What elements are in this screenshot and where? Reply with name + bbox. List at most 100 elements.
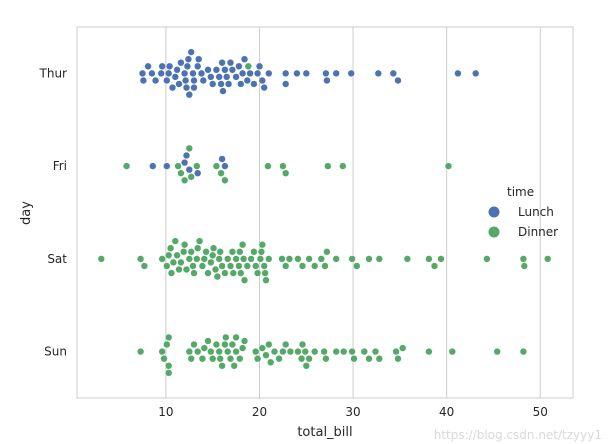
data-point-dinner-sat bbox=[200, 255, 208, 263]
data-point-dinner-fri bbox=[217, 169, 225, 177]
data-point-dinner-fri bbox=[324, 162, 332, 170]
data-point-lunch-fri bbox=[149, 162, 157, 170]
data-point-lunch-thur bbox=[394, 76, 402, 85]
data-point-dinner-sat bbox=[185, 255, 193, 263]
data-point-lunch-thur bbox=[223, 73, 231, 81]
data-point-lunch-thur bbox=[138, 69, 147, 78]
data-point-lunch-thur bbox=[163, 76, 171, 85]
legend-label-dinner: Dinner bbox=[518, 225, 558, 239]
data-point-lunch-thur bbox=[184, 55, 193, 63]
y-axis-label: day bbox=[19, 201, 34, 225]
data-point-dinner-fri bbox=[185, 144, 193, 153]
data-point-lunch-thur bbox=[243, 76, 251, 85]
data-point-lunch-thur bbox=[226, 59, 235, 67]
data-point-dinner-sat bbox=[256, 255, 265, 263]
data-point-dinner-sat bbox=[353, 262, 361, 270]
data-point-lunch-thur bbox=[215, 73, 223, 81]
data-point-lunch-thur bbox=[182, 83, 191, 92]
data-point-lunch-thur bbox=[165, 69, 173, 78]
data-point-lunch-thur bbox=[139, 76, 148, 85]
x-axis-ticks: 10 20 30 40 50 bbox=[158, 405, 548, 419]
y-tick-label-sun: Sun bbox=[44, 345, 67, 359]
data-point-lunch-fri bbox=[185, 166, 193, 174]
data-point-dinner-sat bbox=[211, 265, 220, 274]
data-point-lunch-thur bbox=[240, 55, 249, 63]
data-point-lunch-thur bbox=[228, 66, 237, 74]
data-point-lunch-thur bbox=[221, 66, 229, 74]
data-point-lunch-thur bbox=[282, 69, 290, 78]
data-point-dinner-fri bbox=[444, 162, 453, 170]
data-point-dinner-sat bbox=[169, 258, 178, 267]
data-point-lunch-thur bbox=[209, 80, 217, 88]
data-point-dinner-sun bbox=[194, 348, 202, 356]
data-point-dinner-sat bbox=[425, 255, 433, 263]
data-point-dinner-sun bbox=[448, 348, 456, 356]
data-point-dinner-sat bbox=[252, 262, 260, 270]
data-point-dinner-sat bbox=[177, 258, 185, 267]
data-point-dinner-sun bbox=[305, 355, 313, 363]
data-point-lunch-thur bbox=[254, 69, 262, 78]
data-point-dinner-sun bbox=[254, 355, 262, 363]
data-point-lunch-thur bbox=[195, 55, 203, 63]
data-point-dinner-sat bbox=[165, 251, 173, 259]
data-point-dinner-sun bbox=[392, 348, 400, 356]
data-point-dinner-sun bbox=[185, 348, 193, 356]
data-point-dinner-sat bbox=[243, 262, 251, 270]
data-point-lunch-thur bbox=[217, 80, 225, 88]
data-point-lunch-thur bbox=[144, 62, 152, 70]
data-point-dinner-sun bbox=[160, 355, 168, 363]
data-point-dinner-sat bbox=[158, 255, 166, 263]
data-point-dinner-sat bbox=[193, 255, 201, 263]
data-point-dinner-sat bbox=[163, 262, 171, 270]
data-point-dinner-sat bbox=[265, 255, 273, 263]
data-point-lunch-thur bbox=[177, 59, 185, 67]
data-point-dinner-sat bbox=[321, 262, 329, 270]
data-point-dinner-sat bbox=[403, 255, 412, 263]
data-point-dinner-sat bbox=[202, 248, 210, 256]
x-tick-label: 50 bbox=[533, 405, 548, 419]
data-point-lunch-thur bbox=[347, 69, 355, 78]
data-point-dinner-sat bbox=[190, 269, 198, 277]
data-point-dinner-sat bbox=[294, 255, 302, 263]
data-point-dinner-sat bbox=[262, 276, 270, 284]
data-point-lunch-thur bbox=[322, 69, 330, 78]
data-point-dinner-sat bbox=[198, 262, 207, 270]
data-point-dinner-sun bbox=[493, 348, 501, 356]
y-axis-ticks: Thur Fri Sat Sun bbox=[39, 66, 68, 358]
data-point-dinner-sun bbox=[348, 348, 356, 356]
data-point-dinner-sat bbox=[317, 255, 325, 263]
data-point-dinner-sun bbox=[232, 348, 240, 356]
data-point-lunch-fri bbox=[221, 162, 229, 170]
data-point-lunch-thur bbox=[239, 69, 247, 78]
data-point-lunch-thur bbox=[293, 69, 301, 78]
data-point-dinner-sat bbox=[171, 237, 179, 245]
data-point-dinner-sat bbox=[437, 255, 445, 263]
data-point-dinner-sun bbox=[270, 348, 279, 356]
data-point-dinner-sun bbox=[165, 333, 173, 342]
data-point-dinner-sun bbox=[298, 355, 306, 363]
data-point-dinner-sun bbox=[252, 348, 260, 356]
data-point-lunch-thur bbox=[194, 62, 202, 70]
legend-title: time bbox=[507, 185, 534, 199]
data-point-lunch-thur bbox=[225, 80, 233, 88]
data-point-dinner-sun bbox=[332, 348, 340, 356]
data-point-lunch-thur bbox=[166, 62, 174, 70]
data-point-dinner-sun bbox=[204, 337, 212, 345]
data-point-dinner-sun bbox=[267, 358, 275, 366]
data-point-lunch-thur bbox=[197, 69, 206, 78]
data-point-lunch-thur bbox=[454, 69, 462, 78]
data-point-dinner-sat bbox=[229, 269, 237, 277]
data-point-dinner-sat bbox=[483, 255, 491, 263]
data-point-dinner-sun bbox=[399, 344, 407, 352]
data-point-dinner-sat bbox=[224, 255, 232, 263]
data-point-lunch-thur bbox=[265, 69, 273, 78]
data-point-dinner-sat bbox=[235, 262, 243, 270]
data-point-lunch-thur bbox=[183, 62, 192, 70]
data-point-dinner-sat bbox=[210, 244, 218, 252]
data-point-dinner-sun bbox=[375, 355, 383, 363]
data-point-dinner-sun bbox=[350, 355, 358, 363]
data-point-dinner-sat bbox=[140, 262, 149, 270]
data-points bbox=[97, 48, 552, 377]
data-point-dinner-sat bbox=[298, 262, 307, 270]
data-point-dinner-sun bbox=[258, 344, 266, 352]
